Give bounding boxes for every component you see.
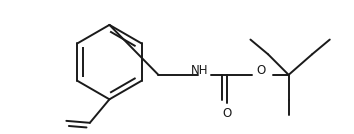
Text: NH: NH <box>191 64 208 77</box>
Text: O: O <box>222 107 232 120</box>
Text: O: O <box>257 64 266 77</box>
